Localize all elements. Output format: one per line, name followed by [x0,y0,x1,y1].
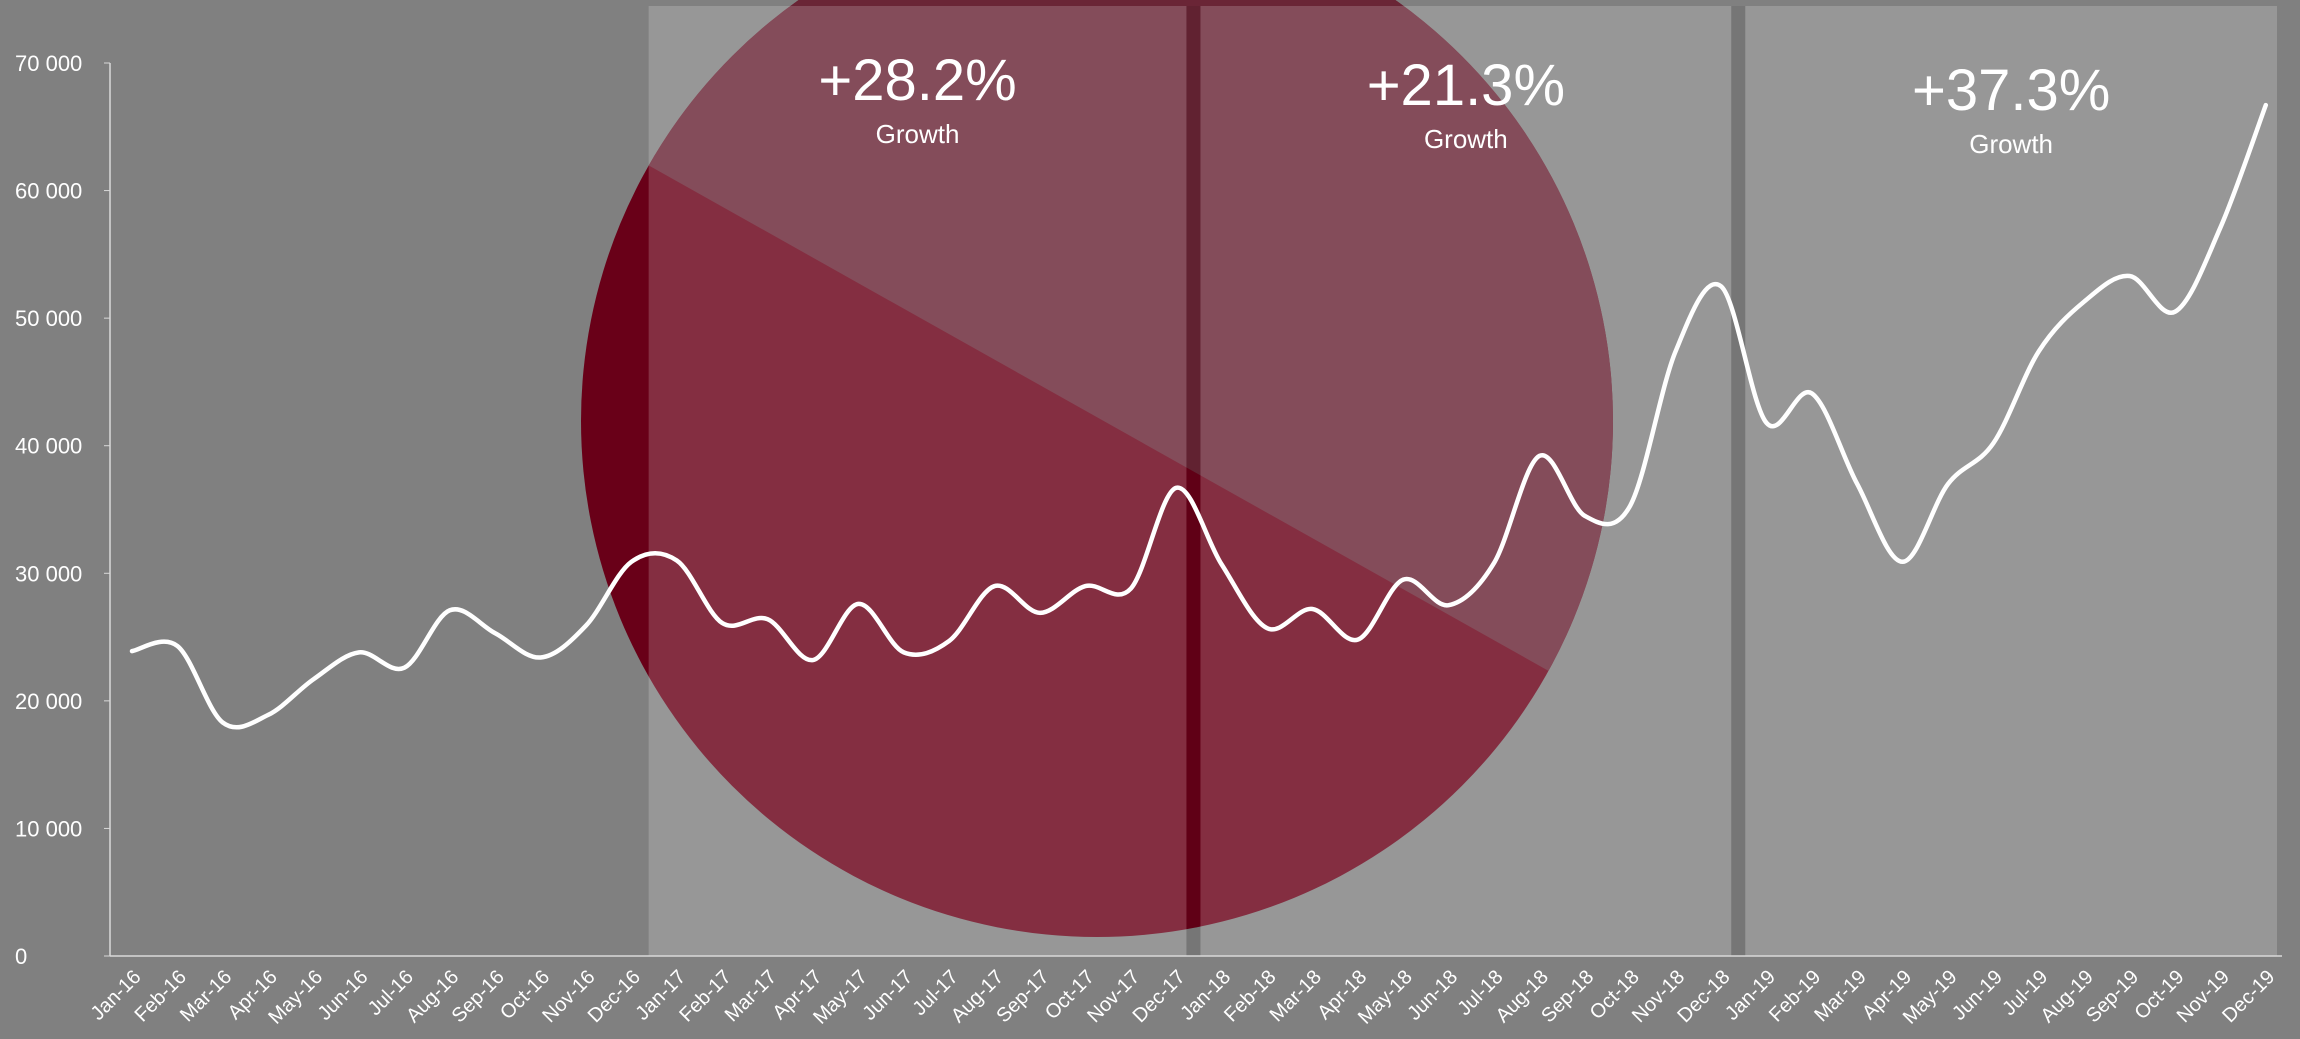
panel-divider [1186,6,1201,956]
growth-value: +37.3% [1912,58,2110,123]
y-tick-label: 40 000 [15,434,82,459]
panel-divider [1731,6,1746,956]
panels [648,6,2277,956]
growth-value: +28.2% [818,48,1016,113]
year-panel [1745,6,2277,956]
y-tick-label: 60 000 [15,179,82,204]
year-panel [1200,6,1732,956]
growth-value: +21.3% [1367,53,1565,118]
growth-label: Growth [1424,124,1508,154]
growth-label: Growth [1969,129,2053,159]
year-panel [648,6,1187,956]
y-tick-label: 70 000 [15,51,82,76]
y-tick-label: 20 000 [15,689,82,714]
series-line [129,102,2269,730]
growth-label: Growth [876,119,960,149]
y-tick-label: 0 [15,944,27,969]
y-tick-label: 10 000 [15,816,82,841]
y-tick-label: 50 000 [15,306,82,331]
y-tick-label: 30 000 [15,561,82,586]
